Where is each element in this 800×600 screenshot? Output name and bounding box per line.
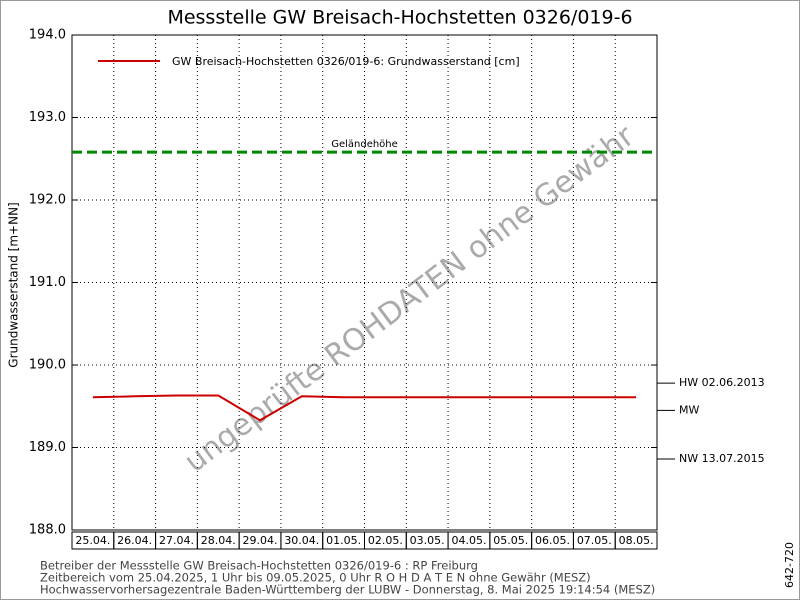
- x-tick-label: 26.04.: [117, 534, 152, 547]
- x-tick-label: 01.05.: [326, 534, 361, 547]
- code: 642-720: [783, 542, 796, 588]
- y-tick-label: 191.0: [29, 275, 66, 290]
- y-tick-label: 192.0: [29, 193, 66, 208]
- x-tick-label: 28.04.: [201, 534, 236, 547]
- x-tick-label: 27.04.: [159, 534, 194, 547]
- y-tick-label: 189.0: [29, 440, 66, 455]
- x-tick-label: 25.04.: [75, 534, 110, 547]
- legend-label: GW Breisach-Hochstetten 0326/019-6: Grun…: [172, 55, 520, 68]
- x-tick-label: 06.05.: [535, 534, 570, 547]
- y-tick-label: 194.0: [29, 28, 66, 43]
- reference-label: Geländehöhe: [331, 139, 398, 150]
- series-line: [92, 394, 637, 422]
- x-tick-label: 03.05.: [410, 534, 445, 547]
- x-tick-label: 30.04.: [284, 534, 319, 547]
- y-tick-label: 190.0: [29, 358, 66, 373]
- footer-line: Betreiber der Messstelle GW Breisach-Hoc…: [40, 559, 478, 573]
- x-tick-label: 29.04.: [243, 534, 278, 547]
- y-axis-label: Grundwasserstand [m+NN]: [7, 202, 21, 367]
- x-tick-label: 04.05.: [451, 534, 486, 547]
- footer-line: Hochwasservorhersagezentrale Baden-Württ…: [40, 583, 655, 597]
- chart-title: Messstelle GW Breisach-Hochstetten 0326/…: [167, 7, 632, 29]
- x-tick-label: 05.05.: [493, 534, 528, 547]
- y-tick-label: 193.0: [29, 110, 66, 125]
- marker-label: MW: [679, 403, 699, 416]
- footer-line: Zeitbereich vom 25.04.2025, 1 Uhr bis 09…: [40, 571, 591, 585]
- plot-frame: [71, 34, 658, 531]
- marker-label: HW 02.06.2013: [679, 376, 765, 389]
- date-box: [614, 531, 658, 550]
- x-tick-label: 08.05.: [619, 534, 654, 547]
- x-tick-label: 02.05.: [368, 534, 403, 547]
- x-tick-label: 07.05.: [577, 534, 612, 547]
- marker-label: NW 13.07.2015: [679, 452, 765, 465]
- y-tick-label: 188.0: [29, 523, 66, 538]
